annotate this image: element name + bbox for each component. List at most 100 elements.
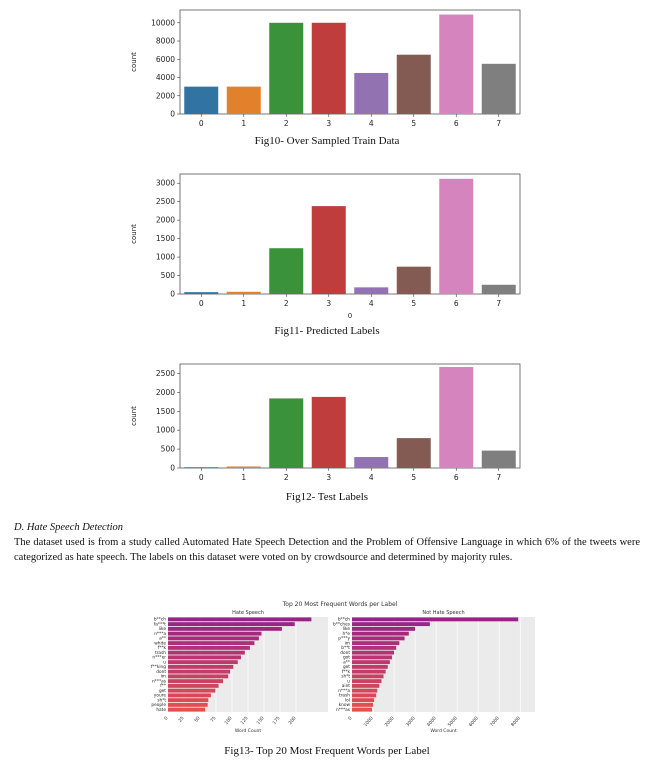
word-label: f**king [151, 664, 166, 670]
bar-2 [269, 248, 304, 294]
word-label: h*e [342, 631, 350, 637]
word-bar [352, 650, 395, 655]
y-tick-label: 10000 [151, 18, 175, 27]
bar-5 [396, 438, 431, 468]
bar-4 [354, 72, 389, 114]
word-label: white [154, 640, 166, 646]
word-label: f** [160, 683, 167, 689]
bar-3 [311, 22, 346, 115]
bar-chart-fig12: 0 500 1000 1500 2000 2500 0 1 2 3 4 5 6 7 count [130, 363, 521, 482]
panel-title: Not Hate Speech [422, 610, 464, 616]
word-bar [168, 617, 312, 622]
y-tick-label: 1000 [156, 253, 175, 262]
word-bar [352, 636, 405, 641]
word-label: n***er [152, 655, 166, 661]
word-label: u [347, 679, 350, 684]
word-bar [168, 645, 250, 650]
x-tick-label: 7 [496, 299, 501, 308]
x-tick-label: 0 [199, 299, 204, 308]
word-bar [168, 636, 259, 641]
bar-7 [481, 450, 516, 468]
x-tick-label: 5 [411, 119, 416, 128]
word-bar [352, 679, 382, 684]
word-bar [168, 641, 255, 646]
y-axis-label: count [130, 406, 138, 426]
x-tick-label: 4 [369, 299, 374, 308]
fig13-suptitle: Top 20 Most Frequent Words per Label [282, 601, 398, 608]
word-bar [352, 707, 372, 712]
word-bar [168, 688, 216, 693]
bar-4 [354, 287, 389, 294]
word-bar [168, 622, 295, 627]
word-label: trash [155, 650, 166, 656]
y-tick-label: 8000 [156, 37, 175, 46]
x-tick-label: 3 [326, 299, 331, 308]
word-label: like [159, 626, 167, 632]
bar-2 [269, 22, 304, 115]
x-tick-label: 3 [326, 473, 331, 482]
x-tick-label: 5000 [447, 715, 459, 728]
y-tick-label: 0 [170, 110, 175, 119]
word-bar [352, 688, 378, 693]
y-tick-label: 0 [170, 290, 175, 299]
figure-13: Top 20 Most Frequent Words per Label 0 25… [130, 600, 550, 741]
word-bar [352, 660, 390, 665]
bar-2 [269, 398, 304, 468]
y-tick-label: 1500 [156, 407, 175, 416]
word-bar [352, 617, 519, 622]
x-tick-label: 1 [241, 299, 246, 308]
word-label: know [339, 702, 351, 708]
x-tick-label: 0 [347, 715, 354, 721]
bar-7 [481, 284, 516, 294]
word-bar [352, 655, 392, 660]
word-bar [168, 698, 209, 703]
word-label: get [159, 688, 166, 694]
bar-7 [481, 63, 516, 114]
word-label: trash [339, 693, 350, 699]
x-tick-label: 6 [454, 473, 459, 482]
word-frequency-chart: Top 20 Most Frequent Words per Label 0 25… [151, 601, 535, 734]
word-bar [352, 622, 430, 627]
x-tick-label: 0 [163, 715, 170, 721]
word-label: n***as [152, 678, 167, 684]
x-tick-label: 1000 [363, 715, 375, 728]
word-label: aint [342, 683, 351, 689]
word-bar [352, 669, 386, 674]
bar-6 [439, 178, 474, 294]
x-tick-label: 4 [369, 473, 374, 482]
word-label: sh*t [157, 697, 166, 703]
y-axis-label: count [130, 224, 138, 244]
bar-0 [184, 467, 219, 468]
word-label: like [343, 626, 351, 632]
bar-3 [311, 396, 346, 468]
word-label: f**k [158, 645, 167, 651]
word-label: people [151, 702, 166, 708]
x-tick-label: 175 [271, 715, 281, 726]
word-bar [168, 674, 229, 679]
word-label: dont [340, 650, 350, 656]
y-tick-label: 2500 [156, 369, 175, 378]
word-bar [168, 702, 208, 707]
word-label: a** [159, 636, 167, 642]
bar-6 [439, 367, 474, 468]
y-tick-label: 1000 [156, 426, 175, 435]
word-bar [352, 664, 388, 669]
x-tick-label: 5 [411, 473, 416, 482]
x-tick-label: 0 [199, 119, 204, 128]
word-label: a** [343, 659, 351, 665]
word-bar [352, 674, 384, 679]
word-label: hate [156, 707, 166, 713]
section-heading: D. Hate Speech Detection [14, 522, 124, 533]
word-bar [352, 645, 397, 650]
y-tick-label: 500 [161, 271, 176, 280]
x-tick-label: 150 [255, 715, 265, 726]
word-label: f**k [342, 669, 351, 675]
y-axis-label: count [130, 52, 138, 72]
x-tick-label: 6 [454, 299, 459, 308]
word-label: n***a [154, 631, 166, 637]
word-label: n***a [338, 688, 350, 694]
x-tick-label: 1 [241, 119, 246, 128]
y-tick-label: 2000 [156, 388, 175, 397]
x-tick-label: 2 [284, 473, 289, 482]
bar-3 [311, 206, 346, 294]
